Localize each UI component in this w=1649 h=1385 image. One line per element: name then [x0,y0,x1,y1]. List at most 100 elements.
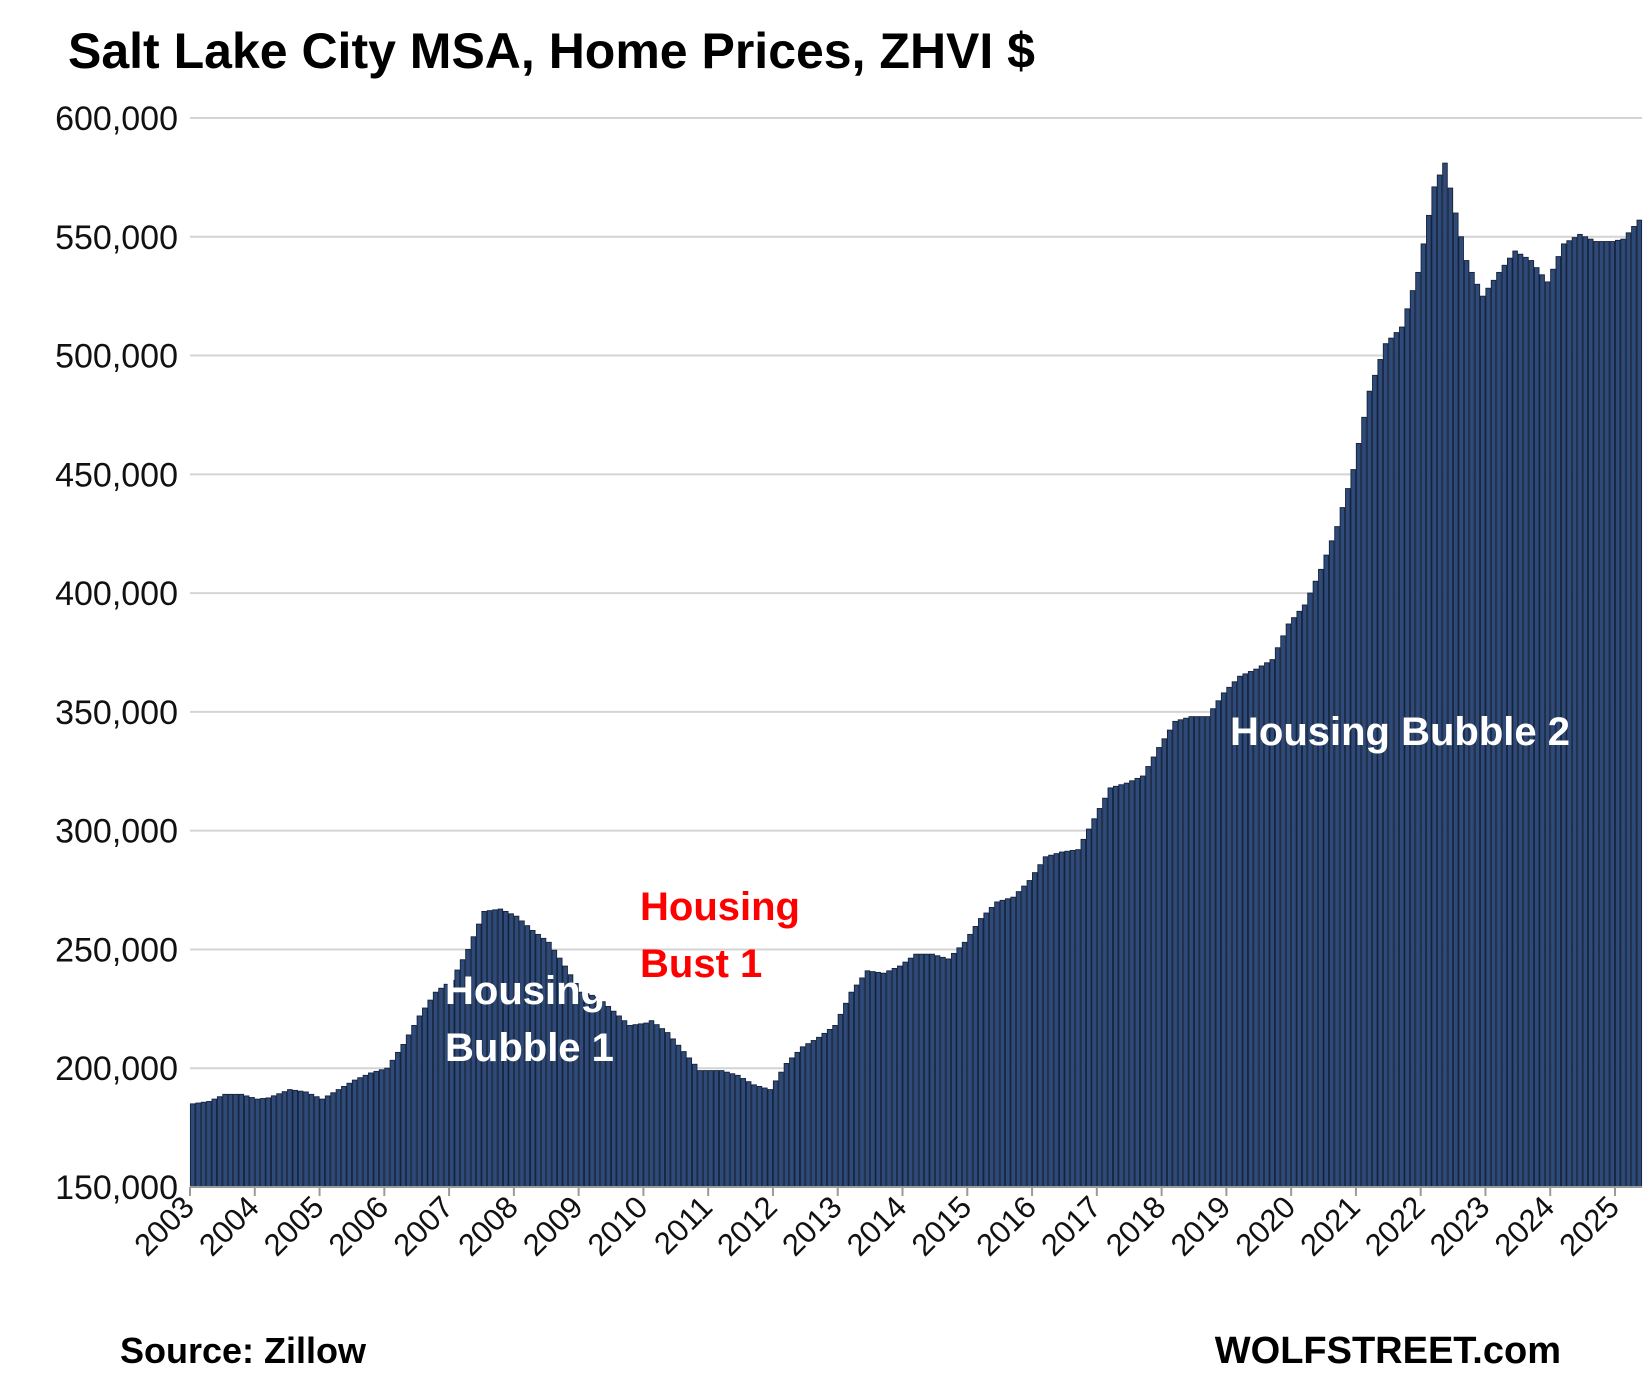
bar [583,993,590,1188]
bar [799,1046,806,1188]
bar [654,1024,660,1188]
x-tick-label: 2024 [1488,1189,1562,1263]
x-tick-label: 2009 [516,1189,590,1263]
annotation-text: Housing Bubble 2 [1230,710,1570,754]
bar [1129,780,1135,1188]
x-tick-labels: 2003200420052006200720082009201020112012… [127,1187,1626,1263]
source-note: Source: Zillow [120,1330,367,1371]
bar [1318,568,1324,1188]
bar [443,983,450,1188]
bar [691,1063,698,1188]
bar [1145,766,1151,1188]
bar [1183,717,1189,1188]
bar [681,1051,687,1188]
bar [1215,700,1222,1188]
bar [1166,729,1173,1188]
bar [821,1032,827,1188]
bar [1582,236,1589,1188]
bar [416,1015,423,1188]
bar [341,1085,347,1188]
bar [1015,891,1022,1188]
bar [1172,720,1178,1188]
bar [1199,716,1205,1188]
annotation-text: Housing [445,969,605,1013]
bar [1204,716,1211,1188]
bar [1210,708,1216,1188]
bar [378,1069,385,1188]
bar [1075,849,1081,1188]
bar [724,1071,730,1188]
y-tick-label: 500,000 [55,338,178,376]
bar [1366,390,1373,1188]
bar [1426,214,1432,1188]
bar [400,1044,406,1188]
bar [405,1034,412,1188]
bar [729,1073,736,1188]
bar [319,1098,325,1188]
bar [1069,850,1076,1188]
annotations: Housing Bubble 1 Housing Bust 1 Housing Bubb… [445,710,1570,1070]
bar [578,991,585,1188]
bar [1350,469,1356,1188]
bar [897,965,903,1188]
bar [346,1082,352,1188]
x-tick-label: 2004 [192,1189,266,1263]
bar [735,1074,741,1188]
bar [1231,681,1238,1188]
bar [238,1093,245,1188]
bar [767,1089,774,1188]
bar [643,1022,649,1188]
bar [886,970,892,1188]
x-tick-label: 2006 [322,1189,396,1263]
bar [1102,797,1108,1188]
bar [794,1051,800,1188]
bar [422,1007,428,1188]
bar [1053,853,1060,1188]
bar [303,1091,309,1188]
y-tick-label: 550,000 [55,219,178,257]
bar [411,1025,417,1188]
bar [1620,238,1626,1188]
bar [1220,692,1227,1188]
x-tick-label: 2022 [1358,1189,1432,1263]
bar [265,1097,272,1188]
x-tick-label: 2017 [1034,1189,1108,1263]
bar [1080,838,1087,1188]
bar [1614,239,1621,1188]
bar [287,1089,293,1188]
bar [659,1028,666,1188]
bar [1296,610,1302,1188]
bar [270,1095,277,1188]
bar [254,1098,261,1188]
bar [951,952,957,1188]
bar [686,1057,693,1188]
bar [697,1070,703,1188]
bar [940,956,946,1188]
bar [1058,851,1065,1188]
bar [621,1020,628,1188]
x-tick-label: 2008 [451,1189,525,1263]
bar [1593,241,1599,1188]
bar [211,1098,218,1188]
bar [772,1080,779,1188]
bar [1312,580,1319,1188]
bar [1005,898,1011,1188]
bar [907,957,914,1188]
bar [1631,226,1637,1188]
bar [1037,864,1043,1188]
bar [713,1070,720,1188]
bar [913,953,919,1188]
y-tick-label: 200,000 [55,1050,178,1088]
bar [395,1051,401,1188]
bar [195,1102,201,1188]
x-tick-label: 2020 [1229,1189,1303,1263]
bar [216,1096,223,1188]
bar [756,1085,763,1188]
bar [438,987,444,1188]
bar [934,955,941,1188]
y-tick-label: 350,000 [55,694,178,732]
bar [1193,716,1200,1188]
x-tick-label: 2005 [257,1189,331,1263]
bar [956,947,962,1188]
